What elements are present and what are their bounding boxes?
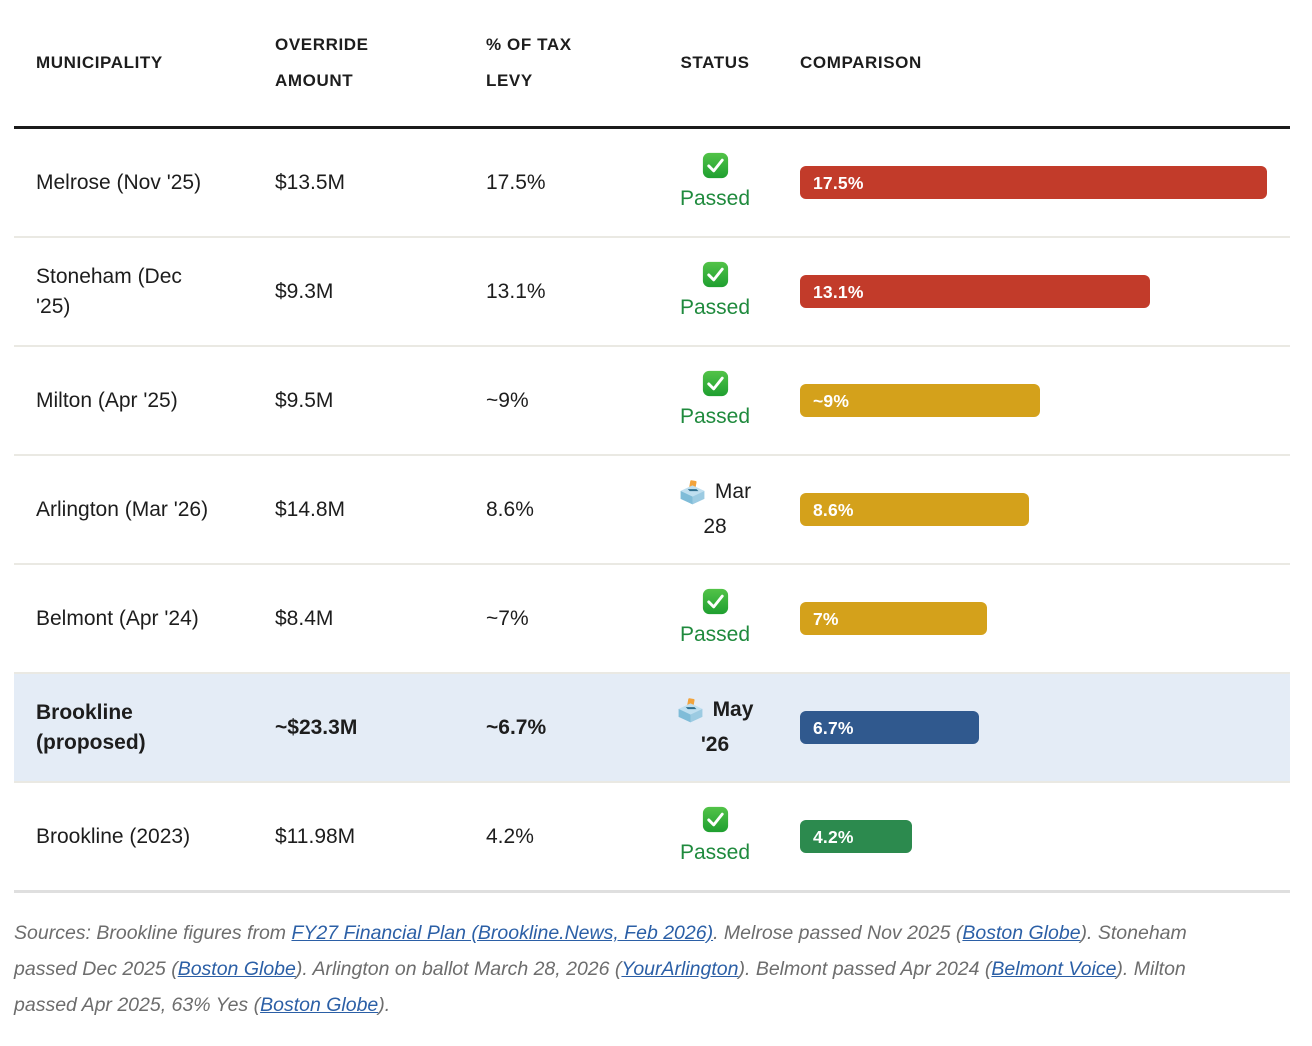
sources-text-segment: ). Arlington on ballot March 28, 2026 ( (295, 958, 622, 980)
override-amount-cell: $8.4M (275, 606, 334, 630)
comparison-cell: 4.2% (780, 820, 1290, 853)
comparison-bar-label: 17.5% (813, 172, 864, 193)
override-amount-cell: $9.3M (275, 279, 334, 303)
status-text-bottom: Passed (679, 622, 751, 646)
status-cell: Passed (650, 152, 780, 214)
status-cell: Passed (650, 588, 780, 650)
table-body: Melrose (Nov '25) $13.5M 17.5% Passed 17… (14, 129, 1290, 893)
tax-levy-cell: 4.2% (486, 824, 534, 848)
tax-levy-cell: 17.5% (486, 170, 546, 194)
tax-levy-cell: ~9% (486, 388, 529, 412)
table-row: Stoneham (Dec '25) $9.3M 13.1% Passed 13… (14, 238, 1290, 347)
status-cell: Passed (650, 370, 780, 432)
sources-text-segment: Sources: Brookline figures from (14, 922, 292, 944)
override-amount-cell: ~$23.3M (275, 715, 358, 739)
override-amount-cell: $13.5M (275, 170, 346, 194)
sources-text-segment: ). Belmont passed Apr 2024 ( (738, 958, 992, 980)
sources-text-segment: ). Milton passed Apr 2025, 63% Yes ( (14, 958, 1186, 1016)
ballot-icon (679, 479, 706, 506)
tax-levy-cell: ~7% (486, 606, 529, 630)
tax-levy-cell: 13.1% (486, 279, 546, 303)
source-link[interactable]: Boston Globe (177, 958, 296, 980)
source-link[interactable]: Boston Globe (962, 922, 1081, 944)
status-cell: Passed (650, 806, 780, 868)
sources-text-segment: ). Stoneham passed Dec 2025 ( (14, 922, 1187, 980)
sources-note: Sources: Brookline figures from FY27 Fin… (14, 915, 1232, 1023)
check-icon (702, 152, 729, 179)
check-icon (702, 588, 729, 615)
source-link[interactable]: Boston Globe (260, 994, 379, 1016)
sources-text-segment: ). (378, 994, 391, 1016)
source-link[interactable]: Belmont Voice (991, 958, 1117, 980)
comparison-cell: 7% (780, 602, 1290, 635)
override-amount-cell: $14.8M (275, 497, 346, 521)
comparison-cell: 13.1% (780, 275, 1290, 308)
tax-levy-cell: 8.6% (486, 497, 534, 521)
comparison-cell: 8.6% (780, 493, 1290, 526)
table-row: Brookline (proposed) ~$23.3M ~6.7% May '… (14, 674, 1290, 783)
comparison-bar-label: 8.6% (813, 499, 854, 520)
comparison-cell: ~9% (780, 384, 1290, 417)
status-cell: May '26 (650, 695, 780, 760)
municipality-cell: Belmont (Apr '24) (36, 606, 199, 630)
check-icon (702, 806, 729, 833)
municipality-cell: Brookline (2023) (36, 824, 191, 848)
sources-text-segment: . Melrose passed Nov 2025 ( (713, 922, 963, 944)
column-header-municipality: MUNICIPALITY (36, 53, 163, 72)
column-header-comparison: COMPARISON (800, 53, 922, 72)
check-icon (702, 370, 729, 397)
column-header-status: STATUS (680, 53, 750, 72)
comparison-bar: 4.2% (800, 820, 912, 853)
ballot-icon (677, 697, 704, 724)
source-link[interactable]: FY27 Financial Plan (Brookline.News, Feb… (291, 922, 714, 944)
comparison-bar-label: 4.2% (813, 826, 854, 847)
table-row: Brookline (2023) $11.98M 4.2% Passed 4.2… (14, 783, 1290, 893)
municipality-cell: Stoneham (Dec '25) (36, 264, 182, 318)
comparison-bar-label: 7% (813, 608, 839, 629)
status-text-bottom: Passed (679, 186, 751, 210)
override-comparison-table: MUNICIPALITY OVERRIDE AMOUNT % OF TAX LE… (14, 0, 1290, 1023)
status-cell: Mar 28 (650, 477, 780, 542)
comparison-bar-label: 13.1% (813, 281, 864, 302)
table-row: Arlington (Mar '26) $14.8M 8.6% Mar 28 8… (14, 456, 1290, 565)
table-row: Belmont (Apr '24) $8.4M ~7% Passed 7% (14, 565, 1290, 674)
status-text-bottom: 28 (703, 515, 727, 538)
override-amount-cell: $9.5M (275, 388, 334, 412)
column-header-pct-of-tax-levy: % OF TAX LEVY (486, 35, 572, 90)
municipality-cell: Arlington (Mar '26) (36, 497, 209, 521)
municipality-cell: Brookline (proposed) (36, 700, 146, 754)
tax-levy-cell: ~6.7% (486, 715, 547, 739)
status-text-top: Mar (714, 480, 752, 503)
comparison-cell: 6.7% (780, 711, 1290, 744)
comparison-bar-label: ~9% (813, 390, 850, 411)
comparison-bar: ~9% (800, 384, 1040, 417)
table-row: Melrose (Nov '25) $13.5M 17.5% Passed 17… (14, 129, 1290, 238)
status-text-bottom: Passed (679, 295, 751, 319)
comparison-bar: 7% (800, 602, 987, 635)
check-icon (702, 261, 729, 288)
table-header-row: MUNICIPALITY OVERRIDE AMOUNT % OF TAX LE… (14, 0, 1290, 129)
override-amount-cell: $11.98M (275, 824, 356, 848)
status-text-bottom: Passed (679, 840, 751, 864)
comparison-bar-label: 6.7% (813, 717, 854, 738)
column-header-override-amount: OVERRIDE AMOUNT (275, 35, 369, 90)
status-text-bottom: '26 (700, 733, 730, 756)
comparison-bar: 17.5% (800, 166, 1267, 199)
comparison-bar: 6.7% (800, 711, 979, 744)
status-text-bottom: Passed (679, 404, 751, 428)
table-row: Milton (Apr '25) $9.5M ~9% Passed ~9% (14, 347, 1290, 456)
status-text-top: May (712, 698, 754, 721)
source-link[interactable]: YourArlington (621, 958, 739, 980)
comparison-cell: 17.5% (780, 166, 1290, 199)
comparison-bar: 13.1% (800, 275, 1150, 308)
municipality-cell: Melrose (Nov '25) (36, 170, 202, 194)
comparison-bar: 8.6% (800, 493, 1029, 526)
status-cell: Passed (650, 261, 780, 323)
municipality-cell: Milton (Apr '25) (36, 388, 178, 412)
